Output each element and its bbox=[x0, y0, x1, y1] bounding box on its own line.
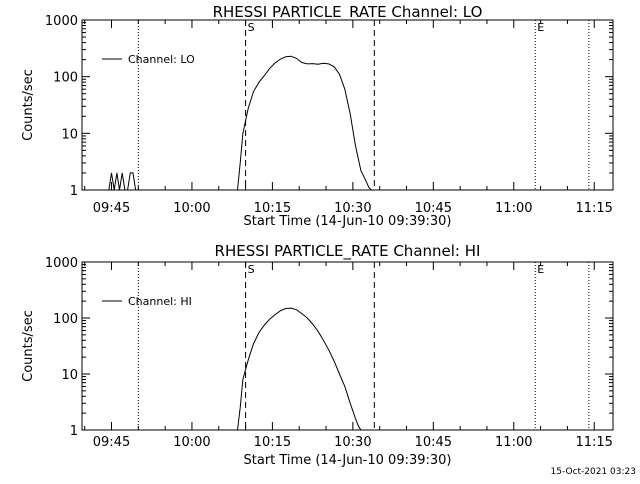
panel-1-y-tick-label: 1 bbox=[70, 184, 78, 199]
panel-2-y-axis-label: Counts/sec bbox=[21, 310, 36, 382]
panel-2-x-tick-label: 10:15 bbox=[254, 435, 291, 450]
panel-1-series-line bbox=[108, 55, 372, 191]
panel-2-marker-label: S bbox=[248, 263, 255, 276]
panel-1-x-tick-label: 10:00 bbox=[173, 201, 210, 216]
panel-2-x-tick-label: 10:30 bbox=[334, 435, 371, 450]
panel-1-x-tick-label: 09:45 bbox=[93, 201, 130, 216]
panel-1-y-tick-label: 100 bbox=[53, 71, 78, 86]
panel-2-x-tick-label: 10:45 bbox=[415, 435, 452, 450]
panel-1-legend-label: Channel: LO bbox=[128, 53, 195, 66]
panel-1-y-tick-label: 1000 bbox=[45, 14, 78, 29]
panel-2-x-axis-label: Start Time (14-Jun-10 09:39:30) bbox=[244, 453, 452, 468]
panel-2-marker-label: E bbox=[537, 263, 544, 276]
panel-2-x-tick-label: 11:00 bbox=[495, 435, 532, 450]
panel-1-x-tick-label: 11:00 bbox=[495, 201, 532, 216]
panel-2-y-tick-label: 1 bbox=[70, 424, 78, 439]
panel-1-marker-label: S bbox=[248, 21, 255, 34]
panel-2-y-tick-label: 1000 bbox=[45, 256, 78, 271]
panel-1-x-axis-label: Start Time (14-Jun-10 09:39:30) bbox=[244, 214, 452, 229]
panel-2-x-tick-label: 11:15 bbox=[575, 435, 612, 450]
panel-1-x-tick-label: 10:45 bbox=[415, 201, 452, 216]
footer-timestamp: 15-Oct-2021 03:23 bbox=[551, 467, 636, 477]
panel-1-plot-frame bbox=[81, 19, 614, 191]
panel-2-series-line bbox=[237, 307, 362, 431]
panel-1-y-axis-label: Counts/sec bbox=[21, 69, 36, 141]
panel-2-title: RHESSI PARTICLE_RATE Channel: HI bbox=[215, 242, 481, 261]
panel-1-y-tick-label: 10 bbox=[61, 127, 78, 142]
panel-2-y-tick-label: 10 bbox=[61, 368, 78, 383]
panel-2-y-tick-label: 100 bbox=[53, 312, 78, 327]
panel-1-title: RHESSI PARTICLE_RATE Channel: LO bbox=[213, 3, 483, 22]
panel-1-x-tick-label: 11:15 bbox=[575, 201, 612, 216]
panel-1-marker-label: E bbox=[537, 21, 544, 34]
panel-1-x-tick-label: 10:15 bbox=[254, 201, 291, 216]
panel-1-x-tick-label: 10:30 bbox=[334, 201, 371, 216]
panel-2-plot-frame bbox=[81, 261, 614, 431]
panel-2-x-tick-label: 09:45 bbox=[93, 435, 130, 450]
panel-2-x-tick-label: 10:00 bbox=[173, 435, 210, 450]
panel-2-legend-label: Channel: HI bbox=[128, 295, 192, 308]
